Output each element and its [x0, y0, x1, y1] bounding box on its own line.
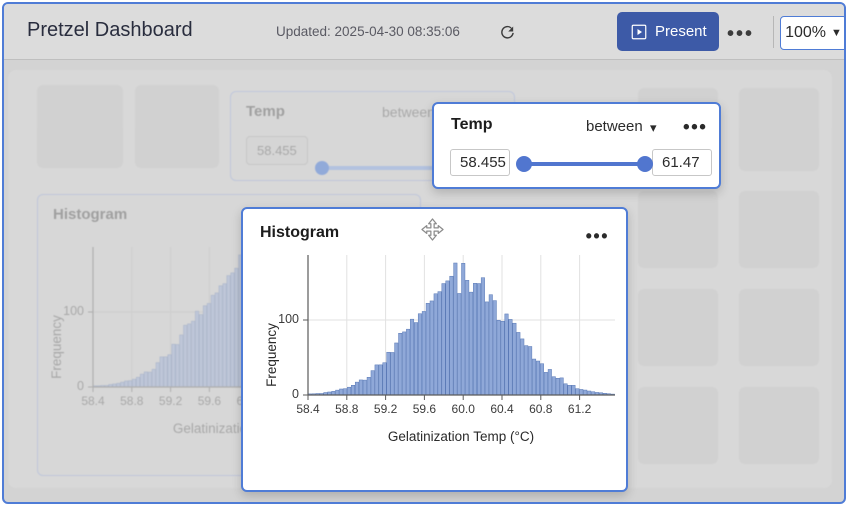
- svg-text:58.8: 58.8: [120, 394, 144, 408]
- svg-text:60.8: 60.8: [529, 402, 553, 416]
- svg-text:58.8: 58.8: [335, 402, 359, 416]
- svg-text:100: 100: [278, 312, 299, 326]
- svg-text:100: 100: [63, 304, 84, 318]
- svg-text:58.4: 58.4: [81, 394, 105, 408]
- svg-text:Frequency: Frequency: [49, 315, 64, 379]
- svg-text:58.4: 58.4: [296, 402, 320, 416]
- svg-text:61.2: 61.2: [568, 402, 592, 416]
- svg-text:60.4: 60.4: [490, 402, 514, 416]
- svg-text:59.6: 59.6: [413, 402, 437, 416]
- svg-text:59.2: 59.2: [159, 394, 183, 408]
- svg-text:Frequency: Frequency: [264, 323, 279, 387]
- svg-text:59.2: 59.2: [374, 402, 398, 416]
- svg-text:59.6: 59.6: [198, 394, 222, 408]
- svg-text:0: 0: [292, 387, 299, 401]
- svg-text:60.0: 60.0: [452, 402, 476, 416]
- svg-text:0: 0: [77, 379, 84, 393]
- svg-text:Gelatinization Temp (°C): Gelatinization Temp (°C): [388, 429, 534, 444]
